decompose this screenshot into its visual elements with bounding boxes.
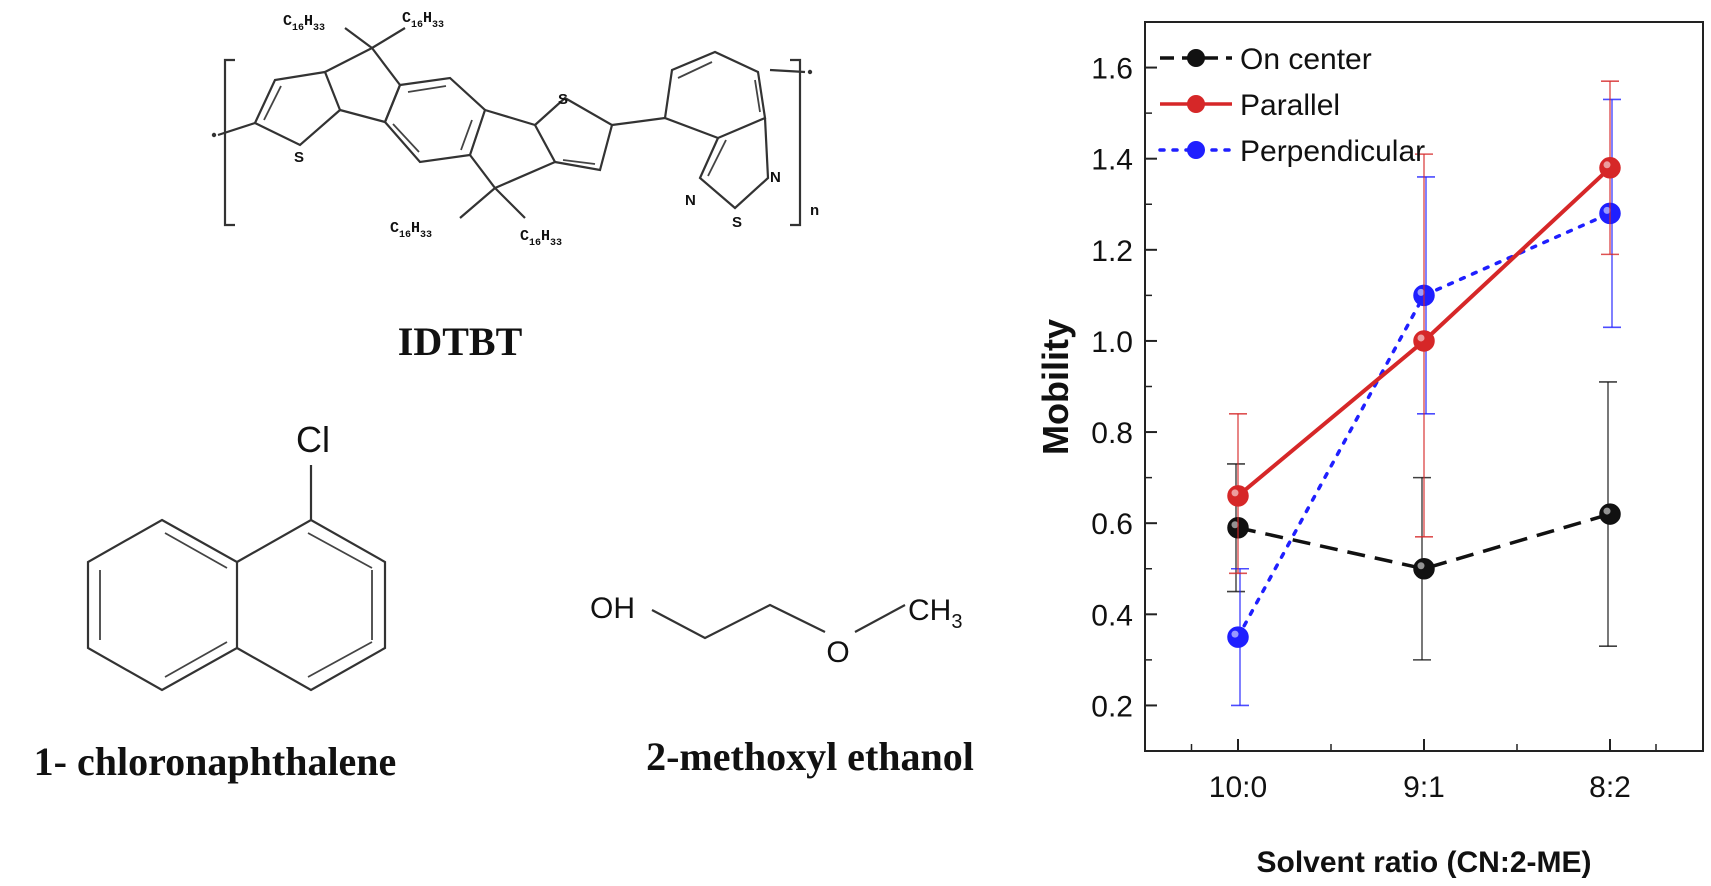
sidechain-label-4: C16H33	[520, 228, 562, 249]
o-atom: O	[826, 636, 849, 669]
data-point-highlight	[1603, 161, 1611, 169]
y-tick-label: 1.4	[1091, 144, 1133, 177]
btd-benzene-ring	[663, 50, 767, 140]
central-benzene-ring	[383, 76, 487, 164]
data-point	[1227, 626, 1249, 648]
right-end-bond	[769, 68, 806, 74]
data-point	[1599, 157, 1621, 179]
chain-bonds-1	[651, 603, 826, 640]
link-bond	[611, 116, 666, 127]
x-tick-label: 8:2	[1589, 771, 1631, 804]
atom-n-left: N	[685, 192, 696, 209]
methoxyethanol-structure: OH O CH3	[590, 592, 962, 669]
left-thiophene-ring	[253, 70, 342, 147]
bottom-sidechain-bonds	[459, 187, 526, 219]
series-layer	[1227, 80, 1621, 707]
right-repeat-bracket	[790, 58, 802, 227]
atom-s-right: S	[558, 91, 568, 108]
legend-label: Parallel	[1240, 89, 1340, 122]
x-tick-label: 10:0	[1209, 771, 1267, 804]
repeat-unit-n: n	[810, 202, 819, 219]
cl-atom: Cl	[296, 419, 330, 460]
left-end-bond	[217, 121, 256, 137]
y-tick-label: 0.4	[1091, 599, 1133, 632]
data-point-highlight	[1417, 562, 1425, 570]
idtbt-structure: n S S N N S C16H3	[211, 10, 819, 249]
legend-entry-on-center: On center	[1160, 43, 1372, 76]
data-point	[1413, 330, 1435, 352]
legend-entry-parallel: Parallel	[1160, 89, 1340, 122]
atom-n-right: N	[770, 169, 781, 186]
data-point-highlight	[1231, 489, 1239, 497]
y-tick-label: 1.2	[1091, 235, 1133, 268]
ch3-group: CH3	[908, 594, 962, 633]
y-tick-label: 0.2	[1091, 690, 1133, 723]
x-axis-ticks: 10:0 9:1 8:2	[1190, 739, 1657, 804]
methoxyethanol-label: 2-methoxyl ethanol	[646, 734, 974, 779]
idtbt-label: IDTBT	[398, 319, 523, 364]
data-point-highlight	[1603, 206, 1611, 214]
legend-marker	[1187, 95, 1205, 113]
y-tick-label: 1.6	[1091, 53, 1133, 86]
legend-label: On center	[1240, 43, 1372, 76]
series-parallel	[1227, 80, 1621, 575]
atom-s-left: S	[294, 149, 304, 166]
sidechain-label-1: C16H33	[283, 13, 325, 34]
y-axis-ticks: 0.2 0.4 0.6 0.8 1.0 1.2 1.4 1.6	[1091, 21, 1157, 752]
oh-group: OH	[590, 592, 635, 625]
left-repeat-bracket	[223, 58, 235, 227]
atom-s-btd: S	[732, 214, 742, 231]
data-point	[1413, 558, 1435, 580]
data-point-highlight	[1417, 334, 1425, 342]
right-end-dot	[807, 69, 813, 75]
data-point	[1227, 485, 1249, 507]
chloronaphthalene-structure: Cl	[86, 419, 387, 692]
y-axis-label: Mobility	[1035, 319, 1076, 455]
left-end-dot	[211, 132, 217, 138]
data-point-highlight	[1231, 521, 1239, 529]
sidechain-label-3: C16H33	[390, 220, 432, 241]
top-sidechain-bonds	[344, 27, 406, 49]
chain-bonds-2	[854, 604, 906, 633]
series-on-center	[1227, 381, 1621, 661]
naphthalene-right-ring	[236, 518, 387, 692]
data-point-highlight	[1417, 288, 1425, 296]
data-point-highlight	[1603, 507, 1611, 515]
x-axis-label: Solvent ratio (CN:2-ME)	[1256, 846, 1591, 879]
x-tick-label: 9:1	[1403, 771, 1445, 804]
right-thiophene-ring	[534, 96, 614, 172]
legend-marker	[1187, 141, 1205, 159]
naphthalene-left-ring	[86, 518, 239, 692]
right-cyclopenta-ring	[469, 108, 557, 190]
data-point	[1599, 503, 1621, 525]
data-point-highlight	[1231, 630, 1239, 638]
legend: On center Parallel Perpendicular	[1158, 43, 1425, 168]
legend-entry-perpendicular: Perpendicular	[1158, 135, 1425, 168]
chloronaphthalene-label: 1- chloronaphthalene	[34, 739, 397, 784]
mobility-chart: 0.2 0.4 0.6 0.8 1.0 1.2 1.4 1.6 10:0 9:1 8:2 On c…	[1035, 21, 1704, 879]
sidechain-label-2: C16H33	[402, 10, 444, 31]
series-line	[1237, 512, 1611, 571]
y-tick-label: 0.8	[1091, 417, 1133, 450]
legend-label: Perpendicular	[1240, 135, 1425, 168]
y-tick-label: 0.6	[1091, 508, 1133, 541]
y-tick-label: 1.0	[1091, 326, 1133, 359]
thiadiazole-ring	[698, 117, 770, 210]
legend-marker	[1187, 49, 1205, 67]
